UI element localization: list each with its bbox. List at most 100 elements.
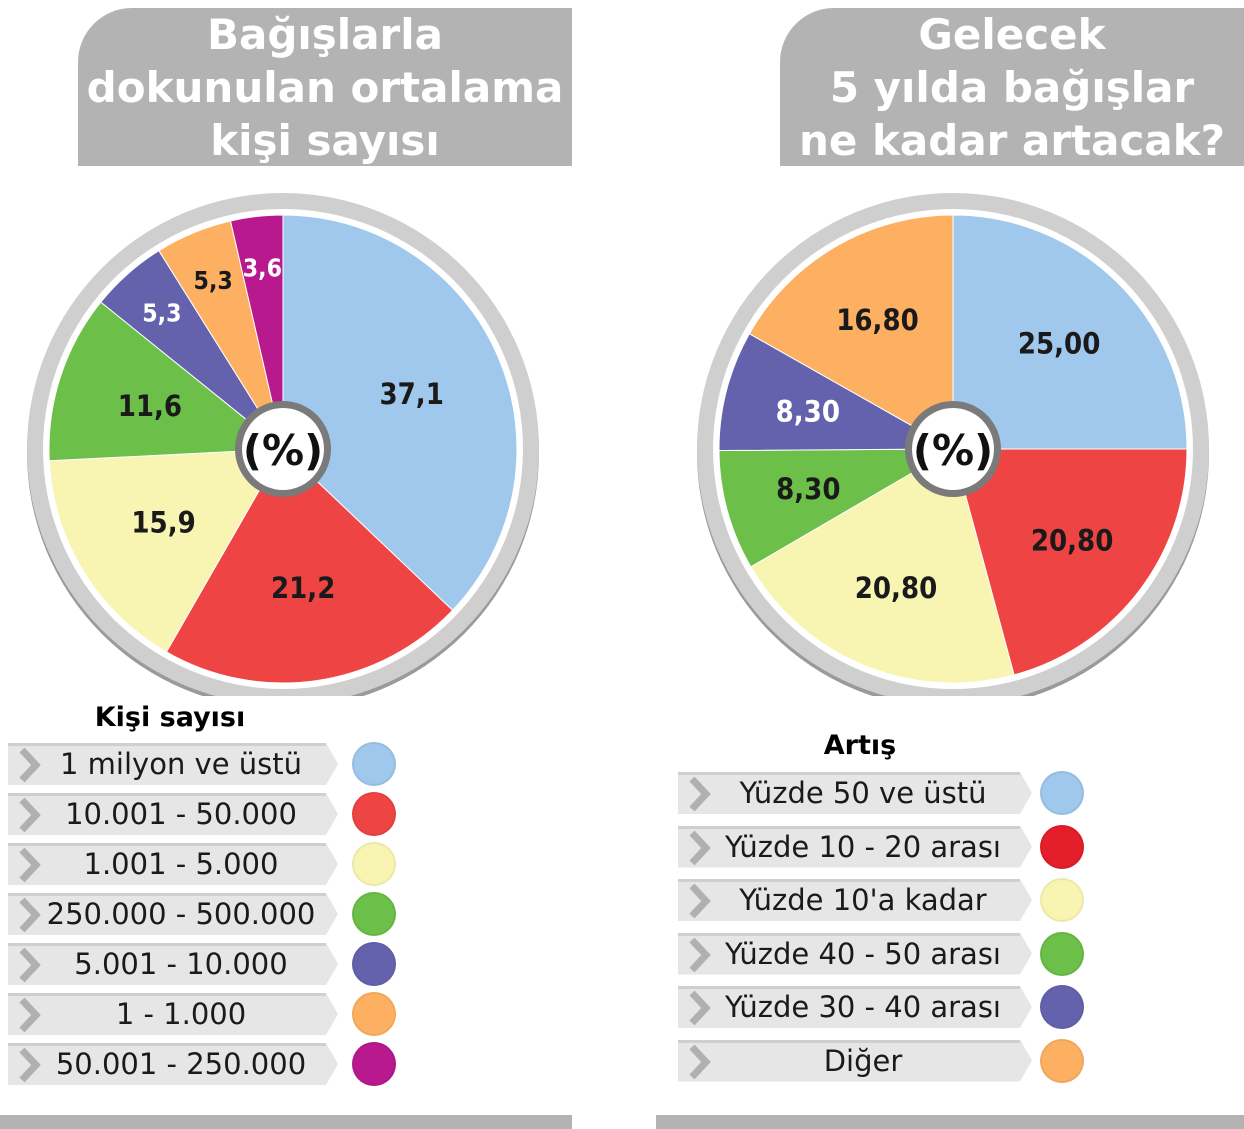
pie-slice-3 bbox=[750, 448, 1015, 684]
legend-color-swatch bbox=[1040, 878, 1084, 922]
legend-color-swatch bbox=[1040, 771, 1084, 815]
chevron-right-icon bbox=[19, 897, 41, 933]
legend-bar-highlight bbox=[8, 793, 326, 796]
legend-item: 1 milyon ve üstü bbox=[8, 742, 408, 788]
legend-label-bar: 10.001 - 50.000 bbox=[8, 793, 338, 835]
legend-label: 1.001 - 5.000 bbox=[83, 847, 279, 881]
legend-label-bar: 5.001 - 10.000 bbox=[8, 943, 338, 985]
pie-value-label-3: 20,80 bbox=[855, 571, 938, 605]
center-label: (%) bbox=[913, 426, 993, 475]
legend-color-swatch bbox=[352, 892, 396, 936]
legend-item: Yüzde 10'a kadar bbox=[678, 878, 1102, 924]
legend-bar-highlight bbox=[8, 843, 326, 846]
legend-label-bar: Yüzde 10'a kadar bbox=[678, 879, 1032, 921]
pie-value-label-5: 5,3 bbox=[142, 298, 181, 327]
legend-bar-highlight bbox=[678, 879, 1020, 882]
pie-slices bbox=[48, 214, 518, 684]
legend-label: 1 - 1.000 bbox=[115, 997, 247, 1031]
chart-title: Bağışlarla dokunulan ortalama kişi sayıs… bbox=[86, 9, 564, 165]
legend-color-swatch bbox=[352, 742, 396, 786]
legend-label: Diğer bbox=[823, 1043, 903, 1078]
pie-slices bbox=[718, 214, 1188, 684]
legend-bar-highlight bbox=[678, 772, 1020, 775]
pie-slice-7 bbox=[229, 214, 284, 450]
legend-item: Diğer bbox=[678, 1038, 1102, 1085]
pie-value-label-6: 5,3 bbox=[194, 266, 233, 295]
chevron-right-icon bbox=[19, 997, 41, 1033]
legend-label-bar: 1.001 - 5.000 bbox=[8, 843, 338, 885]
chevron-stroke bbox=[689, 937, 711, 972]
legend-bar-highlight bbox=[8, 943, 326, 946]
pie-value-label-5: 8,30 bbox=[776, 395, 840, 429]
chevron-stroke bbox=[689, 883, 711, 919]
legend-bar-highlight bbox=[678, 825, 1020, 829]
pie-slice-1 bbox=[952, 214, 1188, 450]
legend-item: Yüzde 30 - 40 arası bbox=[678, 985, 1102, 1031]
chevron-right-icon bbox=[689, 883, 711, 919]
legend-color-swatch bbox=[352, 842, 396, 886]
chevron-right-icon bbox=[689, 776, 711, 812]
legend-item: 1.001 - 5.000 bbox=[8, 842, 408, 888]
legend-item: 50.001 - 250.000 bbox=[8, 1042, 408, 1088]
chevron-stroke bbox=[19, 847, 41, 883]
legend-color-swatch bbox=[1040, 931, 1084, 976]
pie-chart-right: 25,00 20,80 20,80 8,30 8,30 16,80 (%) bbox=[697, 193, 1209, 696]
pie-slice-5 bbox=[718, 333, 955, 451]
pie-slice-3 bbox=[48, 448, 284, 653]
legend-label-bar: 1 milyon ve üstü bbox=[8, 743, 338, 785]
chevron-stroke bbox=[689, 776, 711, 812]
chevron-right-icon bbox=[689, 937, 711, 972]
legend-item: 10.001 - 50.000 bbox=[8, 792, 408, 838]
pie-value-label-4: 11,6 bbox=[118, 389, 182, 423]
chevron-stroke bbox=[19, 1047, 41, 1083]
legend-bar-highlight bbox=[678, 1039, 1020, 1043]
chevron-stroke bbox=[19, 747, 41, 783]
legend-item: Yüzde 50 ve üstü bbox=[678, 771, 1102, 817]
legend-label-bar: Yüzde 50 ve üstü bbox=[678, 772, 1032, 814]
legend-label-bar: Yüzde 10 - 20 arası bbox=[678, 825, 1032, 868]
chevron-stroke bbox=[19, 797, 41, 833]
chevron-right-icon bbox=[19, 747, 41, 783]
pie-slice-2 bbox=[165, 448, 454, 684]
pie-value-labels: 25,00 20,80 20,80 8,30 8,30 16,80 bbox=[776, 303, 1114, 605]
pie-slice-1 bbox=[282, 214, 518, 611]
legend-label-bar: Yüzde 30 - 40 arası bbox=[678, 986, 1032, 1028]
legend-label-bar: 1 - 1.000 bbox=[8, 993, 338, 1035]
chevron-stroke bbox=[689, 1044, 711, 1079]
chevron-right-icon bbox=[19, 847, 41, 883]
pie-slice-4 bbox=[48, 301, 285, 462]
pie-slice-2 bbox=[952, 448, 1188, 676]
bottom-divider bbox=[656, 1115, 1244, 1129]
pie-value-labels: 37,1 21,2 15,9 11,6 5,3 5,3 3,6 bbox=[118, 254, 444, 606]
legend-bar-highlight bbox=[8, 743, 326, 746]
legend-label: Yüzde 10'a kadar bbox=[739, 883, 987, 917]
legend-color-swatch bbox=[1040, 1038, 1084, 1083]
legend-label: 50.001 - 250.000 bbox=[55, 1047, 307, 1081]
chevron-right-icon bbox=[689, 1044, 711, 1079]
legend-label: Yüzde 10 - 20 arası bbox=[724, 829, 1001, 864]
chart-title: Gelecek 5 yılda bağışlar ne kadar artaca… bbox=[798, 9, 1226, 165]
pie-center-badge: (%) bbox=[905, 401, 1001, 497]
legend-label: 250.000 - 500.000 bbox=[46, 897, 316, 931]
legend-bar-highlight bbox=[8, 1043, 326, 1046]
pie-value-label-1: 25,00 bbox=[1018, 326, 1101, 360]
legend-bar-highlight bbox=[678, 932, 1020, 936]
center-badge-face bbox=[912, 408, 994, 490]
chevron-right-icon bbox=[19, 947, 41, 983]
legend-label: Yüzde 30 - 40 arası bbox=[724, 990, 1001, 1024]
chart-title-box: Bağışlarla dokunulan ortalama kişi sayıs… bbox=[78, 8, 572, 166]
pie-center-badge: (%) bbox=[235, 401, 331, 497]
legend-title: Kişi sayısı bbox=[94, 702, 246, 733]
pie-value-label-7: 3,6 bbox=[243, 254, 282, 283]
chevron-right-icon bbox=[19, 1047, 41, 1083]
legend-label: Yüzde 40 - 50 arası bbox=[724, 936, 1001, 971]
legend-label-bar: 250.000 - 500.000 bbox=[8, 893, 338, 935]
legend-color-swatch bbox=[1040, 824, 1084, 869]
chevron-right-icon bbox=[19, 797, 41, 833]
center-badge-face bbox=[242, 408, 324, 490]
legend-item: 1 - 1.000 bbox=[8, 992, 408, 1038]
legend-label-bar: 50.001 - 250.000 bbox=[8, 1043, 338, 1085]
legend-bar-highlight bbox=[8, 993, 326, 996]
pie-slice-6 bbox=[748, 214, 954, 450]
chevron-stroke bbox=[689, 990, 711, 1026]
